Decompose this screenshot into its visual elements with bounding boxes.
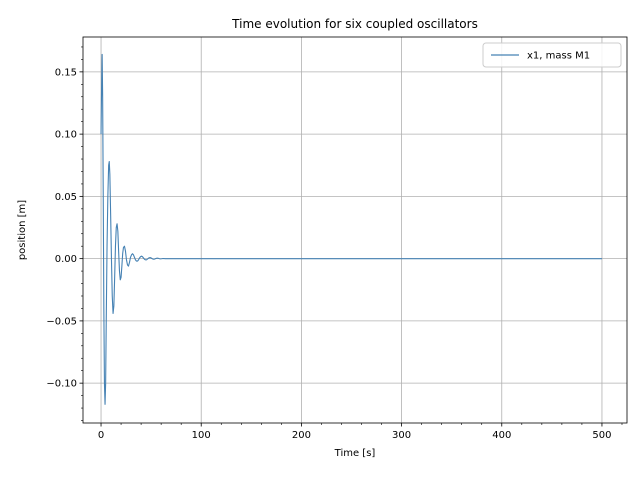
- plot-area: 0 100 200 300 400 500 −0.10 −0.05 0.00 0.05 0.10 0.…: [46, 36, 628, 441]
- y-tick-label: 0.15: [55, 67, 77, 78]
- x-tick-label: 100: [192, 430, 211, 441]
- series-line-x1: [100, 53, 602, 405]
- x-axis-label: Time [s]: [334, 448, 376, 459]
- x-tick-label: 0: [98, 430, 104, 441]
- chart-title: Time evolution for six coupled oscillato…: [231, 17, 478, 31]
- x-tick-label: 500: [592, 430, 611, 441]
- legend: x1, mass M1: [482, 42, 622, 68]
- y-tick-label: −0.10: [46, 379, 77, 390]
- plot-frame: [82, 36, 628, 424]
- x-tick-label: 200: [292, 430, 311, 441]
- x-tick-label: 400: [492, 430, 511, 441]
- series-layer: [100, 53, 602, 405]
- plot-background: [83, 37, 627, 423]
- y-tick-label: −0.05: [46, 316, 77, 327]
- legend-entry-x1: x1, mass M1: [527, 51, 590, 62]
- y-axis-label: position [m]: [17, 200, 28, 260]
- y-tick-label: 0.00: [55, 254, 77, 265]
- x-tick-label: 300: [392, 430, 411, 441]
- legend-box: [482, 42, 622, 68]
- ticks: 0 100 200 300 400 500 −0.10 −0.05 0.00 0.05 0.10 0.…: [46, 46, 623, 441]
- y-tick-label: 0.10: [55, 130, 77, 141]
- y-tick-label: 0.05: [55, 192, 77, 203]
